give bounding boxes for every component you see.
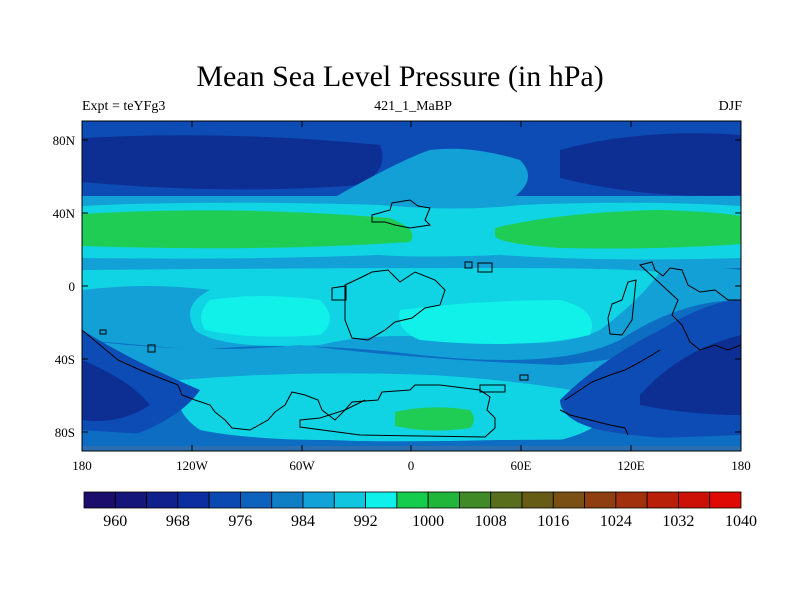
high-west — [82, 210, 413, 249]
coastline-east — [607, 279, 637, 336]
colorbar-swatch — [709, 491, 742, 509]
x-tick-label: 0 — [408, 458, 415, 473]
south-core-west — [82, 360, 150, 421]
y-tick-labels: 80N 40N 0 40S 80S — [53, 133, 76, 440]
x-tick-label: 180 — [731, 458, 751, 473]
x-tick-label: 60W — [289, 458, 315, 473]
high-east — [495, 210, 741, 249]
colorbar-swatch — [427, 491, 460, 509]
x-tick-label: 60E — [511, 458, 532, 473]
map-title: Mean Sea Level Pressure (in hPa) — [196, 60, 604, 93]
x-tick-label: 180 — [72, 458, 92, 473]
colorbar-swatch — [365, 491, 398, 509]
north-low-east — [560, 133, 741, 196]
colorbar-label: 976 — [228, 513, 252, 530]
season-label: DJF — [718, 99, 742, 114]
y-tick-label: 0 — [69, 279, 76, 294]
coastline-africa — [344, 269, 446, 341]
colorbar-label: 992 — [354, 513, 378, 530]
colorbar: 960 968 976 984 992 1000 1008 1016 1024 1032 1040 — [83, 491, 757, 530]
colorbar-swatch — [396, 491, 429, 509]
colorbar-label: 1040 — [725, 513, 757, 530]
x-tick-label: 120E — [617, 458, 645, 473]
colorbar-swatch — [333, 491, 366, 509]
colorbar-swatch — [615, 491, 648, 509]
colorbar-label: 960 — [103, 513, 127, 530]
x-tick-labels: 180 120W 60W 0 60E 120E 180 — [72, 458, 751, 473]
tropic-aqua-east — [399, 300, 592, 344]
colorbar-swatch — [490, 491, 523, 509]
south-cyan-band — [177, 373, 605, 443]
experiment-label: Expt = teYFg3 — [82, 99, 166, 114]
coastline-islands — [99, 329, 529, 393]
colorbar-swatch — [114, 491, 147, 509]
pressure-field — [82, 121, 741, 451]
north-light-tongue — [330, 148, 528, 200]
north-low-west — [82, 135, 383, 190]
colorbar-label: 1024 — [600, 513, 632, 530]
south-green-high — [395, 407, 474, 431]
colorbar-swatch — [208, 491, 241, 509]
colorbar-swatch — [521, 491, 554, 509]
tropic-aqua — [201, 296, 330, 337]
south-core-east — [640, 335, 741, 415]
colorbar-label: 1008 — [475, 513, 507, 530]
coastline-north — [371, 199, 432, 229]
colorbar-swatch — [678, 491, 711, 509]
coastline-west-islands — [331, 261, 493, 301]
colorbar-label: 984 — [291, 513, 315, 530]
colorbar-swatch — [146, 491, 179, 509]
y-tick-label: 40S — [55, 352, 75, 367]
colorbar-swatch — [584, 491, 617, 509]
y-tick-label: 40N — [53, 206, 76, 221]
coastline-far-east — [638, 261, 741, 351]
coastline-south — [299, 384, 496, 438]
colorbar-swatch — [552, 491, 585, 509]
coastlines — [82, 199, 741, 438]
coastline-south-east — [559, 349, 661, 436]
coastline-south-west — [82, 329, 366, 431]
colorbar-swatch — [177, 491, 210, 509]
south-band-bottom — [82, 430, 741, 451]
colorbar-swatch — [646, 491, 679, 509]
colorbar-swatch — [240, 491, 273, 509]
colorbar-swatch — [271, 491, 304, 509]
run-label: 421_1_MaBP — [374, 99, 452, 114]
y-tick-label: 80N — [53, 133, 76, 148]
colorbar-swatch — [83, 491, 116, 509]
colorbar-swatch — [302, 491, 335, 509]
colorbar-label: 1016 — [537, 513, 569, 530]
colorbar-swatch — [459, 491, 492, 509]
colorbar-label: 1000 — [412, 513, 444, 530]
y-ticks — [82, 139, 741, 433]
x-tick-label: 120W — [176, 458, 209, 473]
x-ticks — [81, 121, 742, 451]
colorbar-label: 1032 — [662, 513, 694, 530]
y-tick-label: 80S — [55, 425, 75, 440]
colorbar-label: 968 — [166, 513, 190, 530]
